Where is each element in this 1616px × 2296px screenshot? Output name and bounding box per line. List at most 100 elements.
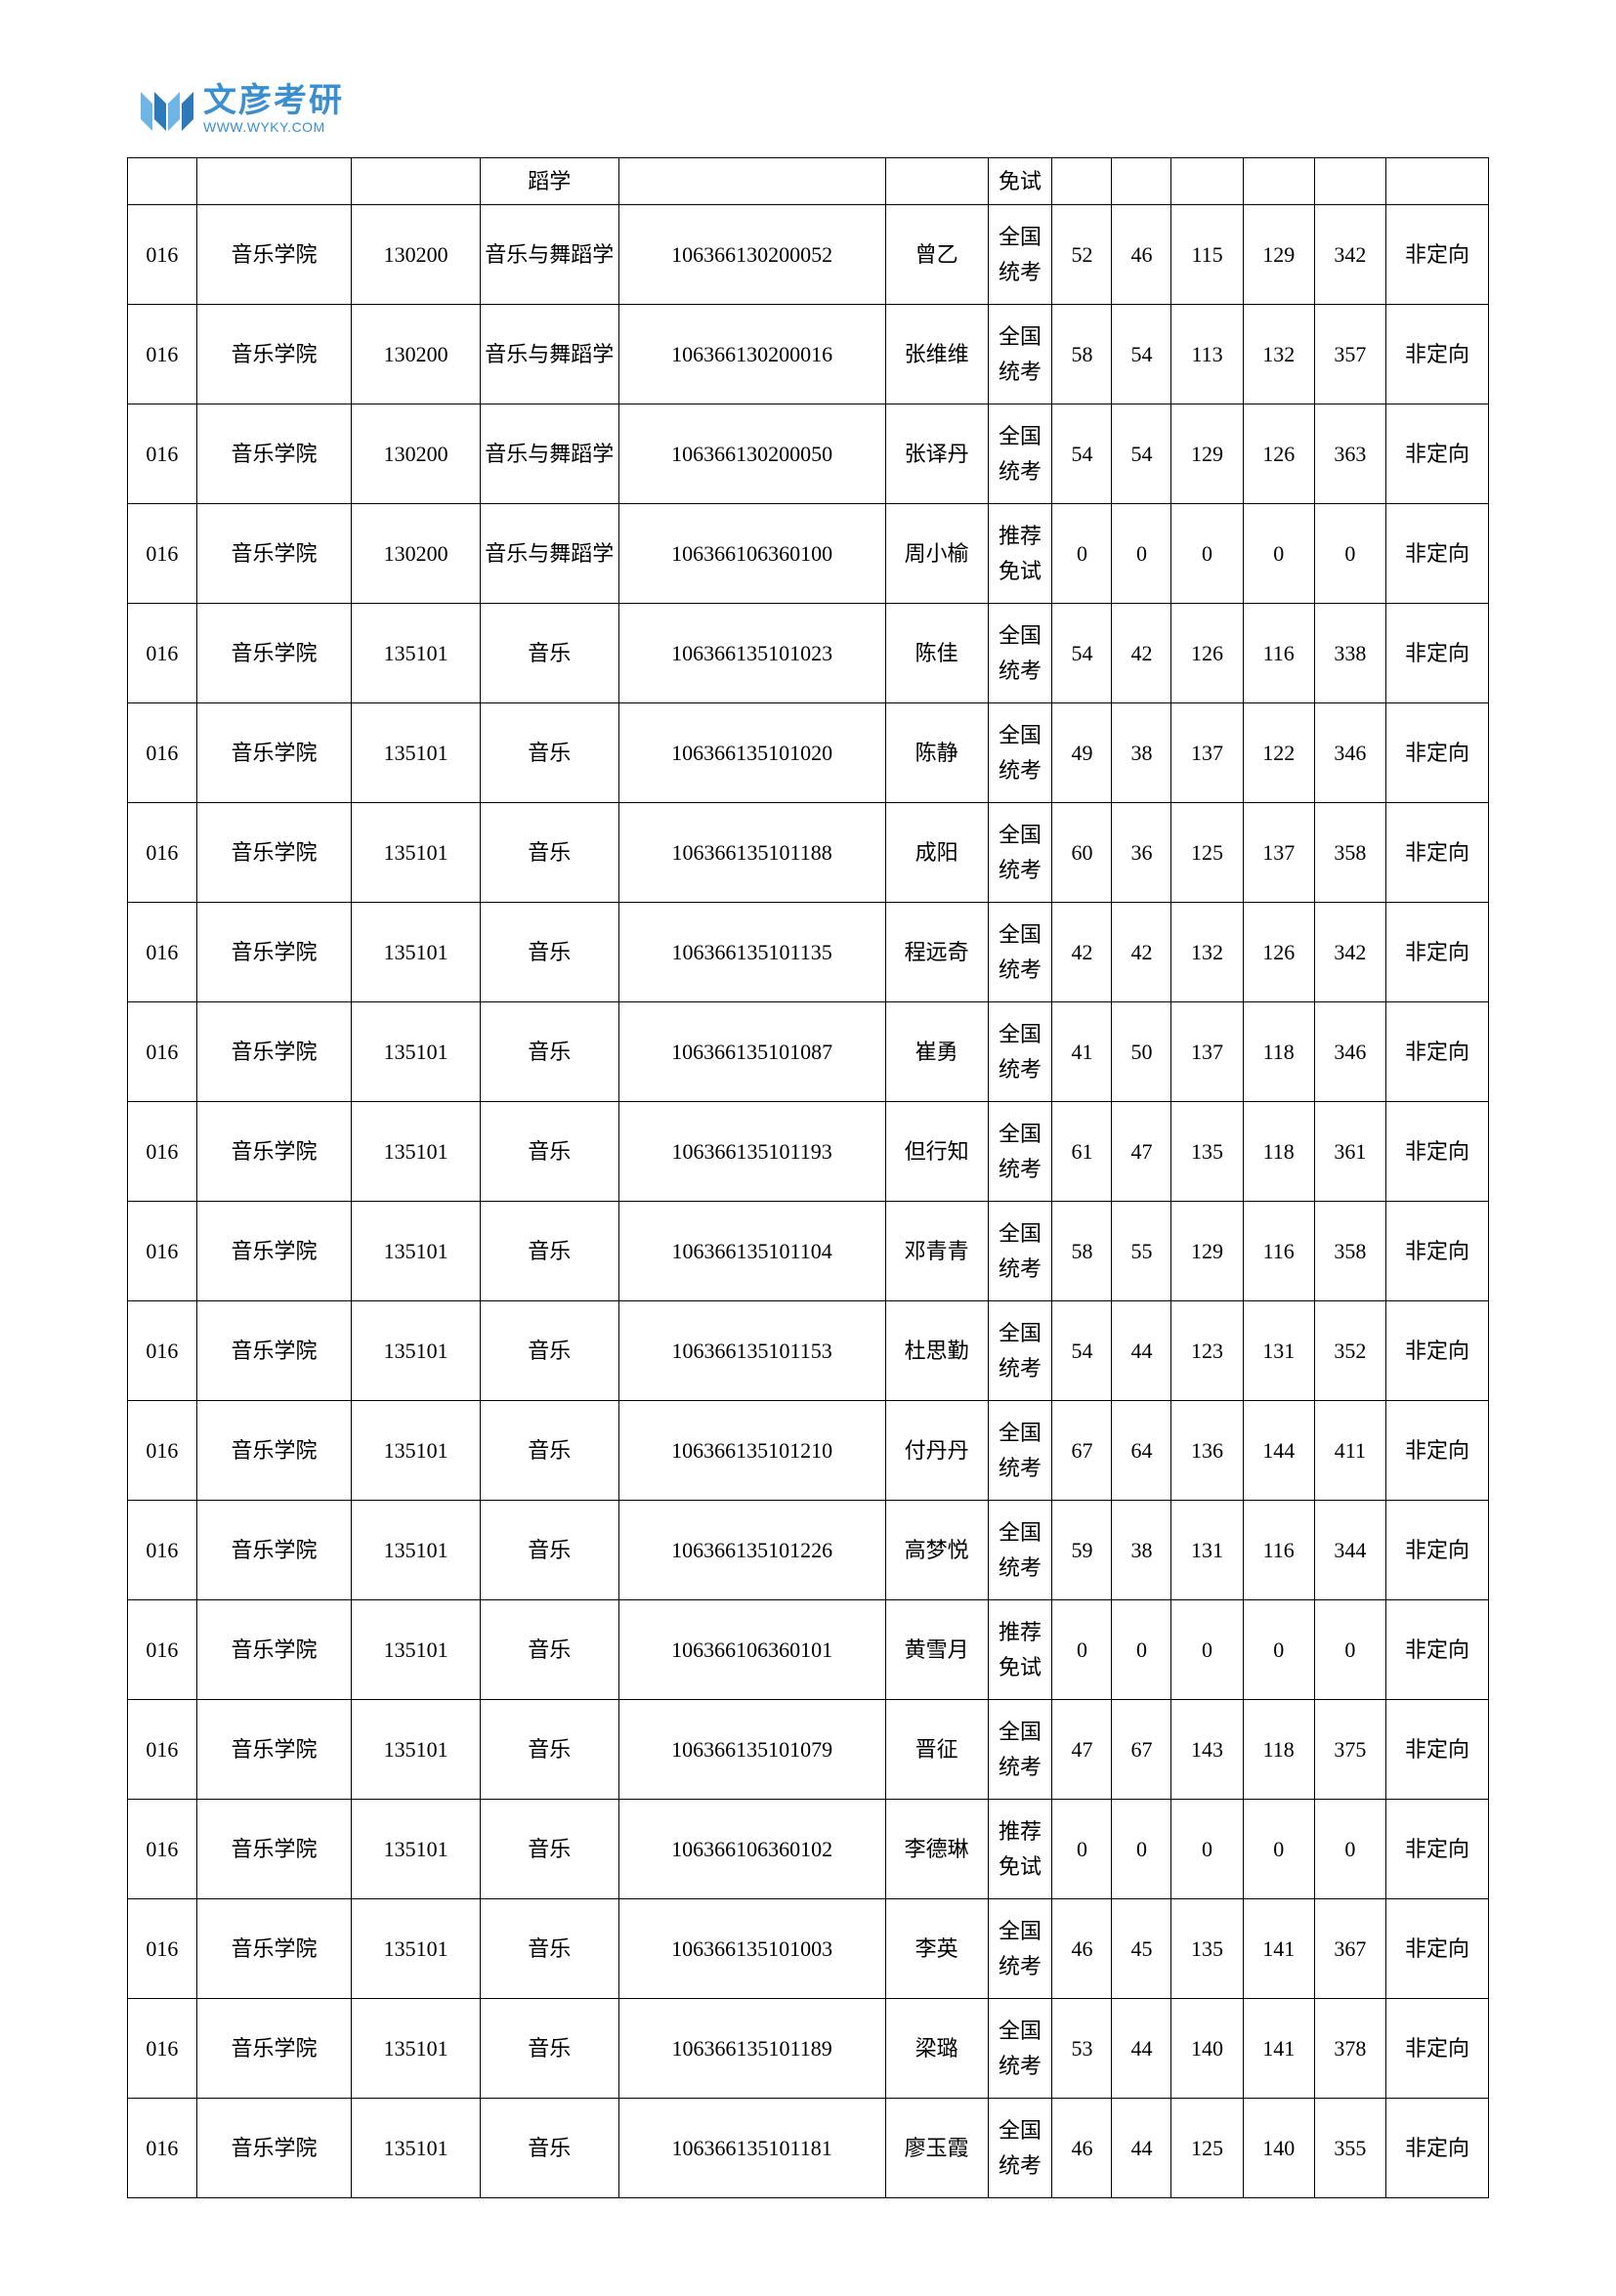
cell-type: 非定向	[1385, 1800, 1488, 1899]
cell-major: 音乐	[481, 1401, 618, 1501]
cell-total: 361	[1314, 1102, 1385, 1202]
cell-s4: 126	[1243, 903, 1314, 1002]
cell-total: 338	[1314, 604, 1385, 703]
cell-s1: 47	[1052, 1700, 1112, 1800]
cell-type: 非定向	[1385, 1301, 1488, 1401]
cell-name: 程远奇	[885, 903, 988, 1002]
cell-major_code	[352, 158, 481, 205]
cell-major: 音乐	[481, 1600, 618, 1700]
cell-s2: 64	[1112, 1401, 1171, 1501]
cell-total: 346	[1314, 1002, 1385, 1102]
cell-s1: 52	[1052, 205, 1112, 305]
cell-s1: 67	[1052, 1401, 1112, 1501]
cell-s2: 36	[1112, 803, 1171, 903]
cell-school: 音乐学院	[196, 1202, 352, 1301]
cell-major: 音乐	[481, 903, 618, 1002]
cell-s2: 54	[1112, 404, 1171, 504]
cell-type: 非定向	[1385, 1102, 1488, 1202]
cell-s3: 143	[1171, 1700, 1243, 1800]
table-row: 016音乐学院135101音乐106366135101079晋征全国统考4767…	[128, 1700, 1489, 1800]
cell-name: 张译丹	[885, 404, 988, 504]
cell-total: 411	[1314, 1401, 1385, 1501]
cell-name: 张维维	[885, 305, 988, 404]
cell-s3: 135	[1171, 1899, 1243, 1999]
data-table: 蹈学免试016音乐学院130200音乐与舞蹈学106366130200052曾乙…	[127, 157, 1489, 2198]
logo: 文彦考研 WWW.WYKY.COM	[135, 78, 344, 141]
cell-s3: 135	[1171, 1102, 1243, 1202]
cell-major_code: 135101	[352, 1102, 481, 1202]
cell-name: 高梦悦	[885, 1501, 988, 1600]
table-row: 016音乐学院130200音乐与舞蹈学106366106360100周小榆推荐免…	[128, 504, 1489, 604]
page-container: 文彦考研 WWW.WYKY.COM 蹈学免试016音乐学院130200音乐与舞蹈…	[0, 0, 1616, 2296]
cell-s1: 42	[1052, 903, 1112, 1002]
cell-s1: 46	[1052, 2099, 1112, 2198]
cell-s2: 0	[1112, 504, 1171, 604]
cell-exam: 全国统考	[988, 1401, 1052, 1501]
cell-s3: 140	[1171, 1999, 1243, 2099]
cell-type: 非定向	[1385, 1700, 1488, 1800]
cell-code: 016	[128, 504, 197, 604]
cell-s2: 42	[1112, 604, 1171, 703]
table-row: 016音乐学院135101音乐106366135101003李英全国统考4645…	[128, 1899, 1489, 1999]
cell-type: 非定向	[1385, 1600, 1488, 1700]
cell-major_code: 130200	[352, 404, 481, 504]
cell-name: 杜思勤	[885, 1301, 988, 1401]
logo-icon	[135, 78, 197, 141]
cell-major_code: 135101	[352, 1401, 481, 1501]
table-row: 016音乐学院135101音乐106366135101226高梦悦全国统考593…	[128, 1501, 1489, 1600]
cell-code: 016	[128, 604, 197, 703]
table-row: 016音乐学院135101音乐106366135101020陈静全国统考4938…	[128, 703, 1489, 803]
cell-major_code: 135101	[352, 1600, 481, 1700]
cell-type: 非定向	[1385, 1999, 1488, 2099]
cell-id: 106366106360102	[618, 1800, 885, 1899]
cell-s4: 137	[1243, 803, 1314, 903]
cell-total: 357	[1314, 305, 1385, 404]
cell-s2: 44	[1112, 1999, 1171, 2099]
cell-school: 音乐学院	[196, 803, 352, 903]
cell-name: 曾乙	[885, 205, 988, 305]
cell-s1: 54	[1052, 404, 1112, 504]
table-row: 016音乐学院130200音乐与舞蹈学106366130200052曾乙全国统考…	[128, 205, 1489, 305]
cell-name: 晋征	[885, 1700, 988, 1800]
cell-s1: 46	[1052, 1899, 1112, 1999]
cell-type: 非定向	[1385, 2099, 1488, 2198]
cell-s1: 41	[1052, 1002, 1112, 1102]
cell-s2: 42	[1112, 903, 1171, 1002]
cell-exam: 全国统考	[988, 604, 1052, 703]
cell-school	[196, 158, 352, 205]
cell-total: 358	[1314, 803, 1385, 903]
cell-s3: 0	[1171, 1800, 1243, 1899]
cell-major: 音乐	[481, 604, 618, 703]
cell-s1: 49	[1052, 703, 1112, 803]
cell-school: 音乐学院	[196, 404, 352, 504]
cell-s3: 126	[1171, 604, 1243, 703]
cell-id: 106366135101188	[618, 803, 885, 903]
cell-major_code: 135101	[352, 1501, 481, 1600]
cell-major_code: 130200	[352, 305, 481, 404]
cell-code: 016	[128, 1700, 197, 1800]
cell-exam: 全国统考	[988, 1002, 1052, 1102]
cell-s4: 118	[1243, 1102, 1314, 1202]
cell-total: 363	[1314, 404, 1385, 504]
cell-total: 0	[1314, 1800, 1385, 1899]
cell-s2: 44	[1112, 2099, 1171, 2198]
cell-s3: 136	[1171, 1401, 1243, 1501]
cell-total: 375	[1314, 1700, 1385, 1800]
cell-exam: 全国统考	[988, 1202, 1052, 1301]
cell-id: 106366106360101	[618, 1600, 885, 1700]
cell-school: 音乐学院	[196, 1102, 352, 1202]
cell-s3: 123	[1171, 1301, 1243, 1401]
logo-text-en: WWW.WYKY.COM	[203, 119, 344, 135]
cell-school: 音乐学院	[196, 305, 352, 404]
cell-s3: 125	[1171, 803, 1243, 903]
cell-name	[885, 158, 988, 205]
cell-code: 016	[128, 1899, 197, 1999]
cell-school: 音乐学院	[196, 2099, 352, 2198]
cell-major: 音乐	[481, 1301, 618, 1401]
cell-s4: 126	[1243, 404, 1314, 504]
cell-exam: 全国统考	[988, 2099, 1052, 2198]
cell-total: 342	[1314, 903, 1385, 1002]
cell-code: 016	[128, 1501, 197, 1600]
cell-code: 016	[128, 2099, 197, 2198]
cell-school: 音乐学院	[196, 1501, 352, 1600]
